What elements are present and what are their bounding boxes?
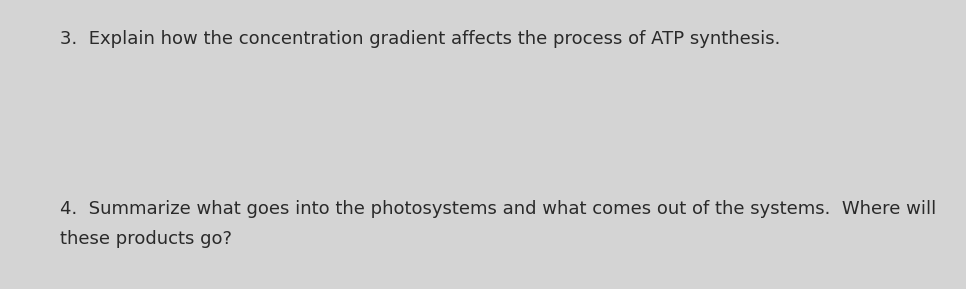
Text: 3.  Explain how the concentration gradient affects the process of ATP synthesis.: 3. Explain how the concentration gradien… bbox=[60, 30, 781, 48]
Text: these products go?: these products go? bbox=[60, 230, 232, 248]
Text: 4.  Summarize what goes into the photosystems and what comes out of the systems.: 4. Summarize what goes into the photosys… bbox=[60, 200, 936, 218]
